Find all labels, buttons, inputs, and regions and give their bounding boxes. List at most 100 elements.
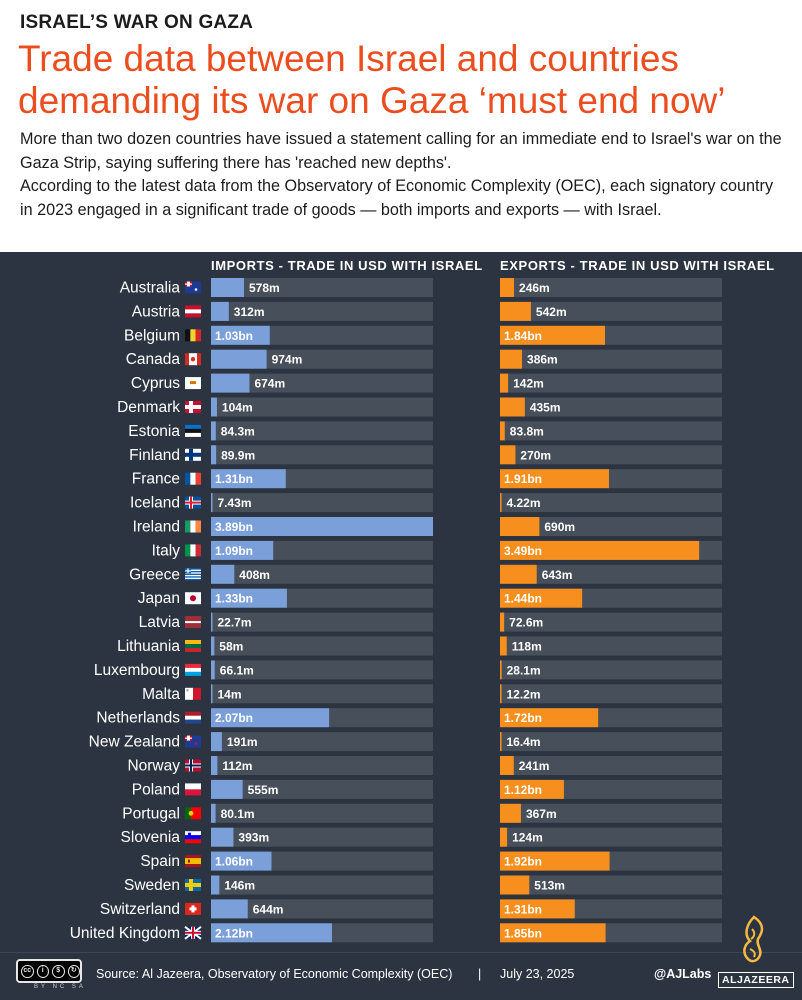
exports-track: [500, 636, 722, 656]
exports-bar: [500, 301, 531, 321]
greece-flag-icon-part: [185, 577, 201, 579]
exports-bar: [500, 636, 507, 656]
exports-value-label: 124m: [512, 831, 543, 845]
exports-bar: [500, 517, 540, 536]
portugal-flag-icon: [185, 807, 201, 820]
france-flag-icon-part: [195, 472, 201, 485]
description-paragraph-2: According to the latest data from the Ob…: [20, 177, 774, 219]
imports-bar: [211, 923, 332, 943]
iceland-flag-icon: [185, 496, 201, 509]
switzerland-flag-icon: [185, 902, 201, 915]
austria-flag-icon-part: [185, 305, 201, 310]
latvia-flag-icon: [185, 616, 201, 629]
imports-bar: [211, 588, 287, 608]
country-label: Greece: [129, 566, 180, 583]
exports-value-label: 1.91bn: [504, 472, 542, 486]
imports-track: [211, 421, 433, 441]
imports-value-label: 104m: [222, 401, 253, 415]
exports-track: [500, 612, 722, 632]
exports-bar: [500, 493, 502, 513]
exports-value-label: 690m: [544, 520, 575, 534]
exports-track: [500, 421, 722, 441]
exports-bar: [500, 373, 509, 393]
finland-flag-icon-part: [185, 452, 201, 457]
spain-flag-icon-part: [188, 859, 190, 863]
belgium-flag-icon-part: [195, 329, 201, 342]
denmark-flag-icon-part: [185, 405, 201, 409]
aljazeera-wordmark: ALJAZEERA: [718, 972, 794, 988]
portugal-flag-icon-emblem: [188, 810, 194, 816]
exports-value-label: 3.49bn: [504, 544, 542, 558]
lithuania-flag-icon-part: [185, 640, 201, 644]
exports-value-label: 12.2m: [507, 687, 541, 701]
imports-track: [211, 636, 433, 656]
imports-bar: [211, 421, 216, 441]
exports-bar: [500, 851, 610, 871]
exports-bar: [500, 469, 610, 489]
ireland-flag-icon-part: [185, 520, 191, 533]
exports-value-label: 1.12bn: [504, 783, 542, 797]
imports-track: [211, 373, 433, 393]
exports-track: [500, 756, 722, 775]
footer-separator: |: [478, 967, 482, 981]
canada-flag-icon: [185, 353, 201, 366]
exports-bar: [500, 708, 599, 728]
exports-value-label: 16.4m: [507, 735, 541, 749]
imports-bar: [211, 301, 229, 321]
exports-track: [500, 564, 722, 584]
imports-bar: [211, 636, 215, 656]
italy-flag-icon-part: [195, 544, 201, 557]
exports-value-label: 83.8m: [510, 424, 544, 438]
country-label: Sweden: [124, 877, 180, 894]
country-label: Austria: [132, 303, 181, 320]
imports-value-label: 3.89bn: [215, 520, 253, 534]
belgium-flag-icon: [185, 329, 201, 342]
exports-value-label: 1.85bn: [504, 926, 542, 940]
luxembourg-flag-icon: [185, 663, 201, 676]
imports-value-label: 1.33bn: [215, 592, 253, 606]
imports-bar: [211, 732, 222, 752]
exports-value-label: 28.1m: [507, 663, 541, 677]
chart-row: Austria 312m 542m: [132, 301, 722, 321]
exports-bar: [500, 564, 537, 584]
exports-track: [500, 660, 722, 680]
imports-value-label: 1.06bn: [215, 855, 253, 869]
imports-bar: [211, 540, 274, 560]
exports-bar: [500, 612, 505, 632]
exports-track: [500, 373, 722, 393]
australia-flag-icon-star: [194, 288, 198, 291]
exports-value-label: 246m: [519, 281, 550, 295]
exports-track: [500, 875, 722, 895]
exports-bar: [500, 397, 525, 417]
imports-bar: [211, 325, 270, 345]
canada-flag-icon-leaf: [190, 357, 196, 362]
slovenia-flag-icon-part: [188, 832, 191, 837]
exports-bar: [500, 732, 502, 752]
license-labels: BY NC SA: [34, 984, 86, 990]
united-kingdom-flag-icon: [184, 925, 202, 940]
exports-bar: [500, 684, 502, 704]
imports-value-label: 1.09bn: [215, 544, 253, 558]
imports-value-label: 674m: [254, 377, 285, 391]
exports-track: [500, 517, 722, 536]
estonia-flag-icon: [185, 424, 201, 437]
chart-row: United Kingdom 2.12bn 1.85bn: [70, 923, 722, 943]
australia-flag-icon-part: [185, 283, 192, 285]
imports-bar: [211, 660, 215, 680]
exports-value-label: 513m: [534, 879, 565, 893]
country-label: France: [132, 471, 180, 488]
spain-flag-icon-part: [185, 858, 201, 865]
country-label: Cyprus: [131, 375, 180, 392]
exports-value-label: 118m: [512, 640, 542, 654]
exports-value-label: 542m: [536, 305, 567, 319]
exports-bar: [500, 588, 583, 608]
imports-value-label: 22.7m: [218, 616, 252, 630]
country-label: Malta: [142, 686, 180, 703]
exports-track: [500, 732, 722, 752]
chart-row: Japan 1.33bn 1.44bn: [138, 588, 722, 608]
spain-flag-icon-part: [185, 864, 201, 868]
exports-bar: [500, 923, 606, 943]
greece-flag-icon: [185, 568, 201, 581]
imports-track: [211, 397, 433, 417]
france-flag-icon: [185, 472, 201, 485]
